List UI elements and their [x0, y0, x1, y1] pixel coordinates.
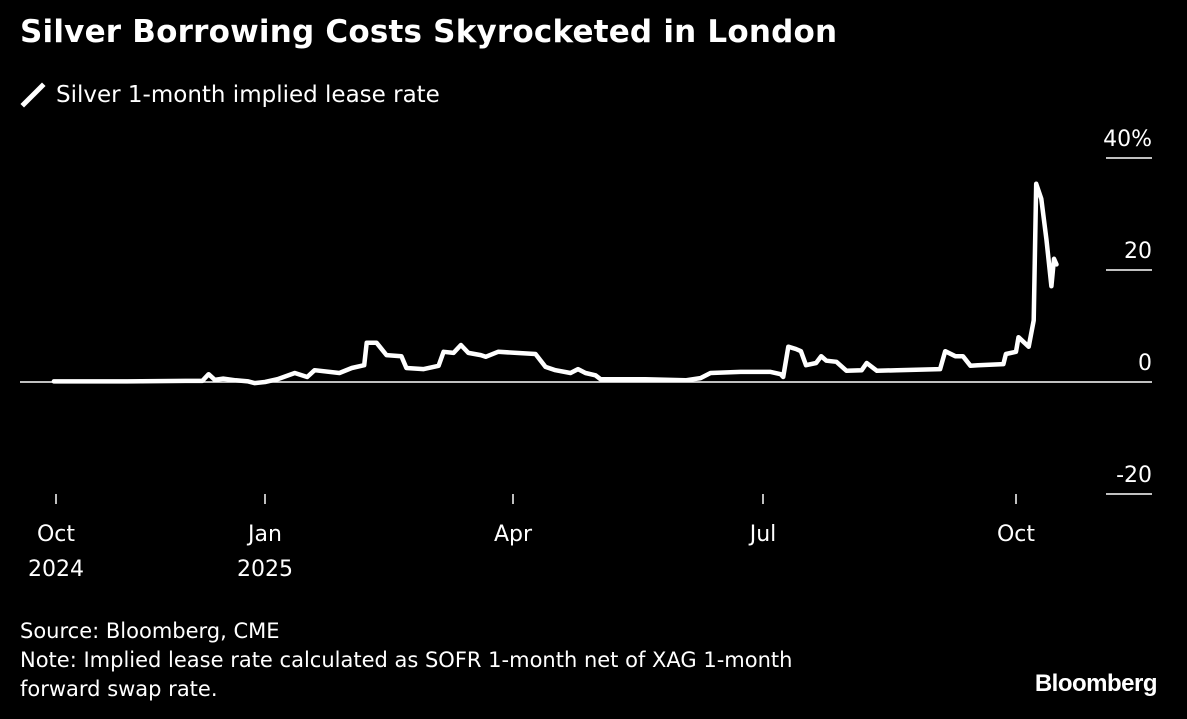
y-tick-label: 0 — [1138, 351, 1152, 376]
x-tick-label: Apr — [494, 522, 533, 547]
method-note-line-2: forward swap rate. — [20, 677, 218, 701]
x-tick-sublabel: 2024 — [28, 557, 84, 582]
x-axis: Oct 2024 Jan 2025 Apr Jul Oct — [28, 494, 1035, 582]
source-note: Source: Bloomberg, CME — [20, 619, 280, 643]
footer-notes: Source: Bloomberg, CME Note: Implied lea… — [20, 617, 970, 704]
x-tick-label: Oct — [37, 522, 75, 547]
x-tick-label: Jul — [748, 522, 777, 547]
y-tick-label: 20 — [1124, 239, 1152, 264]
legend-line-icon — [20, 82, 46, 108]
y-tick-label: 40% — [1103, 127, 1152, 152]
series-layer — [51, 181, 1059, 386]
method-note-line-1: Note: Implied lease rate calculated as S… — [20, 648, 793, 672]
x-tick-label: Oct — [997, 522, 1035, 547]
x-tick-label: Jan — [246, 522, 282, 547]
x-tick-sublabel: 2025 — [237, 557, 293, 582]
chart-title: Silver Borrowing Costs Skyrocketed in Lo… — [20, 14, 838, 50]
y-axis: 40% 20 0 -20 — [20, 127, 1152, 495]
legend-label: Silver 1-month implied lease rate — [56, 82, 440, 108]
bloomberg-logo: Bloomberg — [1034, 670, 1158, 697]
legend: Silver 1-month implied lease rate — [20, 82, 440, 108]
y-tick-label: -20 — [1116, 463, 1152, 488]
series-line-silver-lease-rate — [51, 181, 1059, 386]
